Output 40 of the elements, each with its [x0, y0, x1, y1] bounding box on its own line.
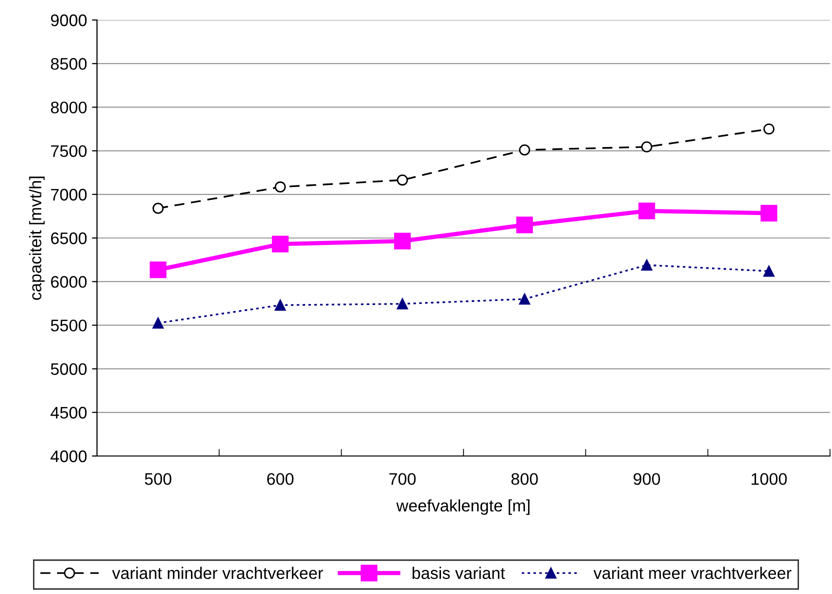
y-tick-label: 5000 [50, 363, 87, 376]
point [763, 266, 774, 277]
y-tick-label: 7500 [51, 145, 87, 158]
x-tick-label: 700 [389, 473, 416, 485]
point [519, 293, 530, 305]
point [519, 144, 530, 156]
point [152, 317, 164, 329]
x-tick-label: 800 [511, 473, 538, 485]
y-tick-label: 8500 [50, 58, 87, 70]
y-axis-title: capaciteit [mvt/h] [29, 176, 45, 300]
point [641, 141, 652, 152]
x-tick-label: 600 [267, 473, 294, 485]
legend-label: variant minder vrachtverkeer [112, 566, 323, 580]
legend-label: variant meer vrachtverkeer [593, 566, 792, 580]
y-tick-label: 5500 [50, 320, 87, 332]
point [152, 202, 164, 214]
x-axis-title: weefvaklengte [m] [396, 499, 530, 515]
point [641, 259, 652, 271]
y-tick-label: 7000 [51, 188, 87, 201]
point [272, 236, 289, 252]
point [274, 181, 286, 193]
y-tick-label: 6000 [51, 276, 87, 288]
y-tick-label: 4000 [50, 450, 87, 462]
y-tick-label: 4500 [50, 406, 87, 419]
x-tick-label: 900 [634, 473, 660, 485]
y-tick-label: 9000 [50, 14, 87, 26]
point [396, 174, 408, 186]
legend-label: basis variant [412, 566, 505, 580]
point [150, 261, 166, 278]
y-tick-label: 6500 [51, 232, 87, 244]
x-tick-label: 500 [144, 473, 172, 485]
point [394, 232, 411, 250]
point [760, 204, 778, 222]
y-tick-label: 8000 [50, 102, 87, 114]
point [274, 300, 286, 311]
point [516, 216, 533, 234]
x-tick-label: 1000 [752, 473, 787, 485]
point [763, 123, 774, 135]
point [396, 298, 408, 310]
point [638, 202, 656, 220]
